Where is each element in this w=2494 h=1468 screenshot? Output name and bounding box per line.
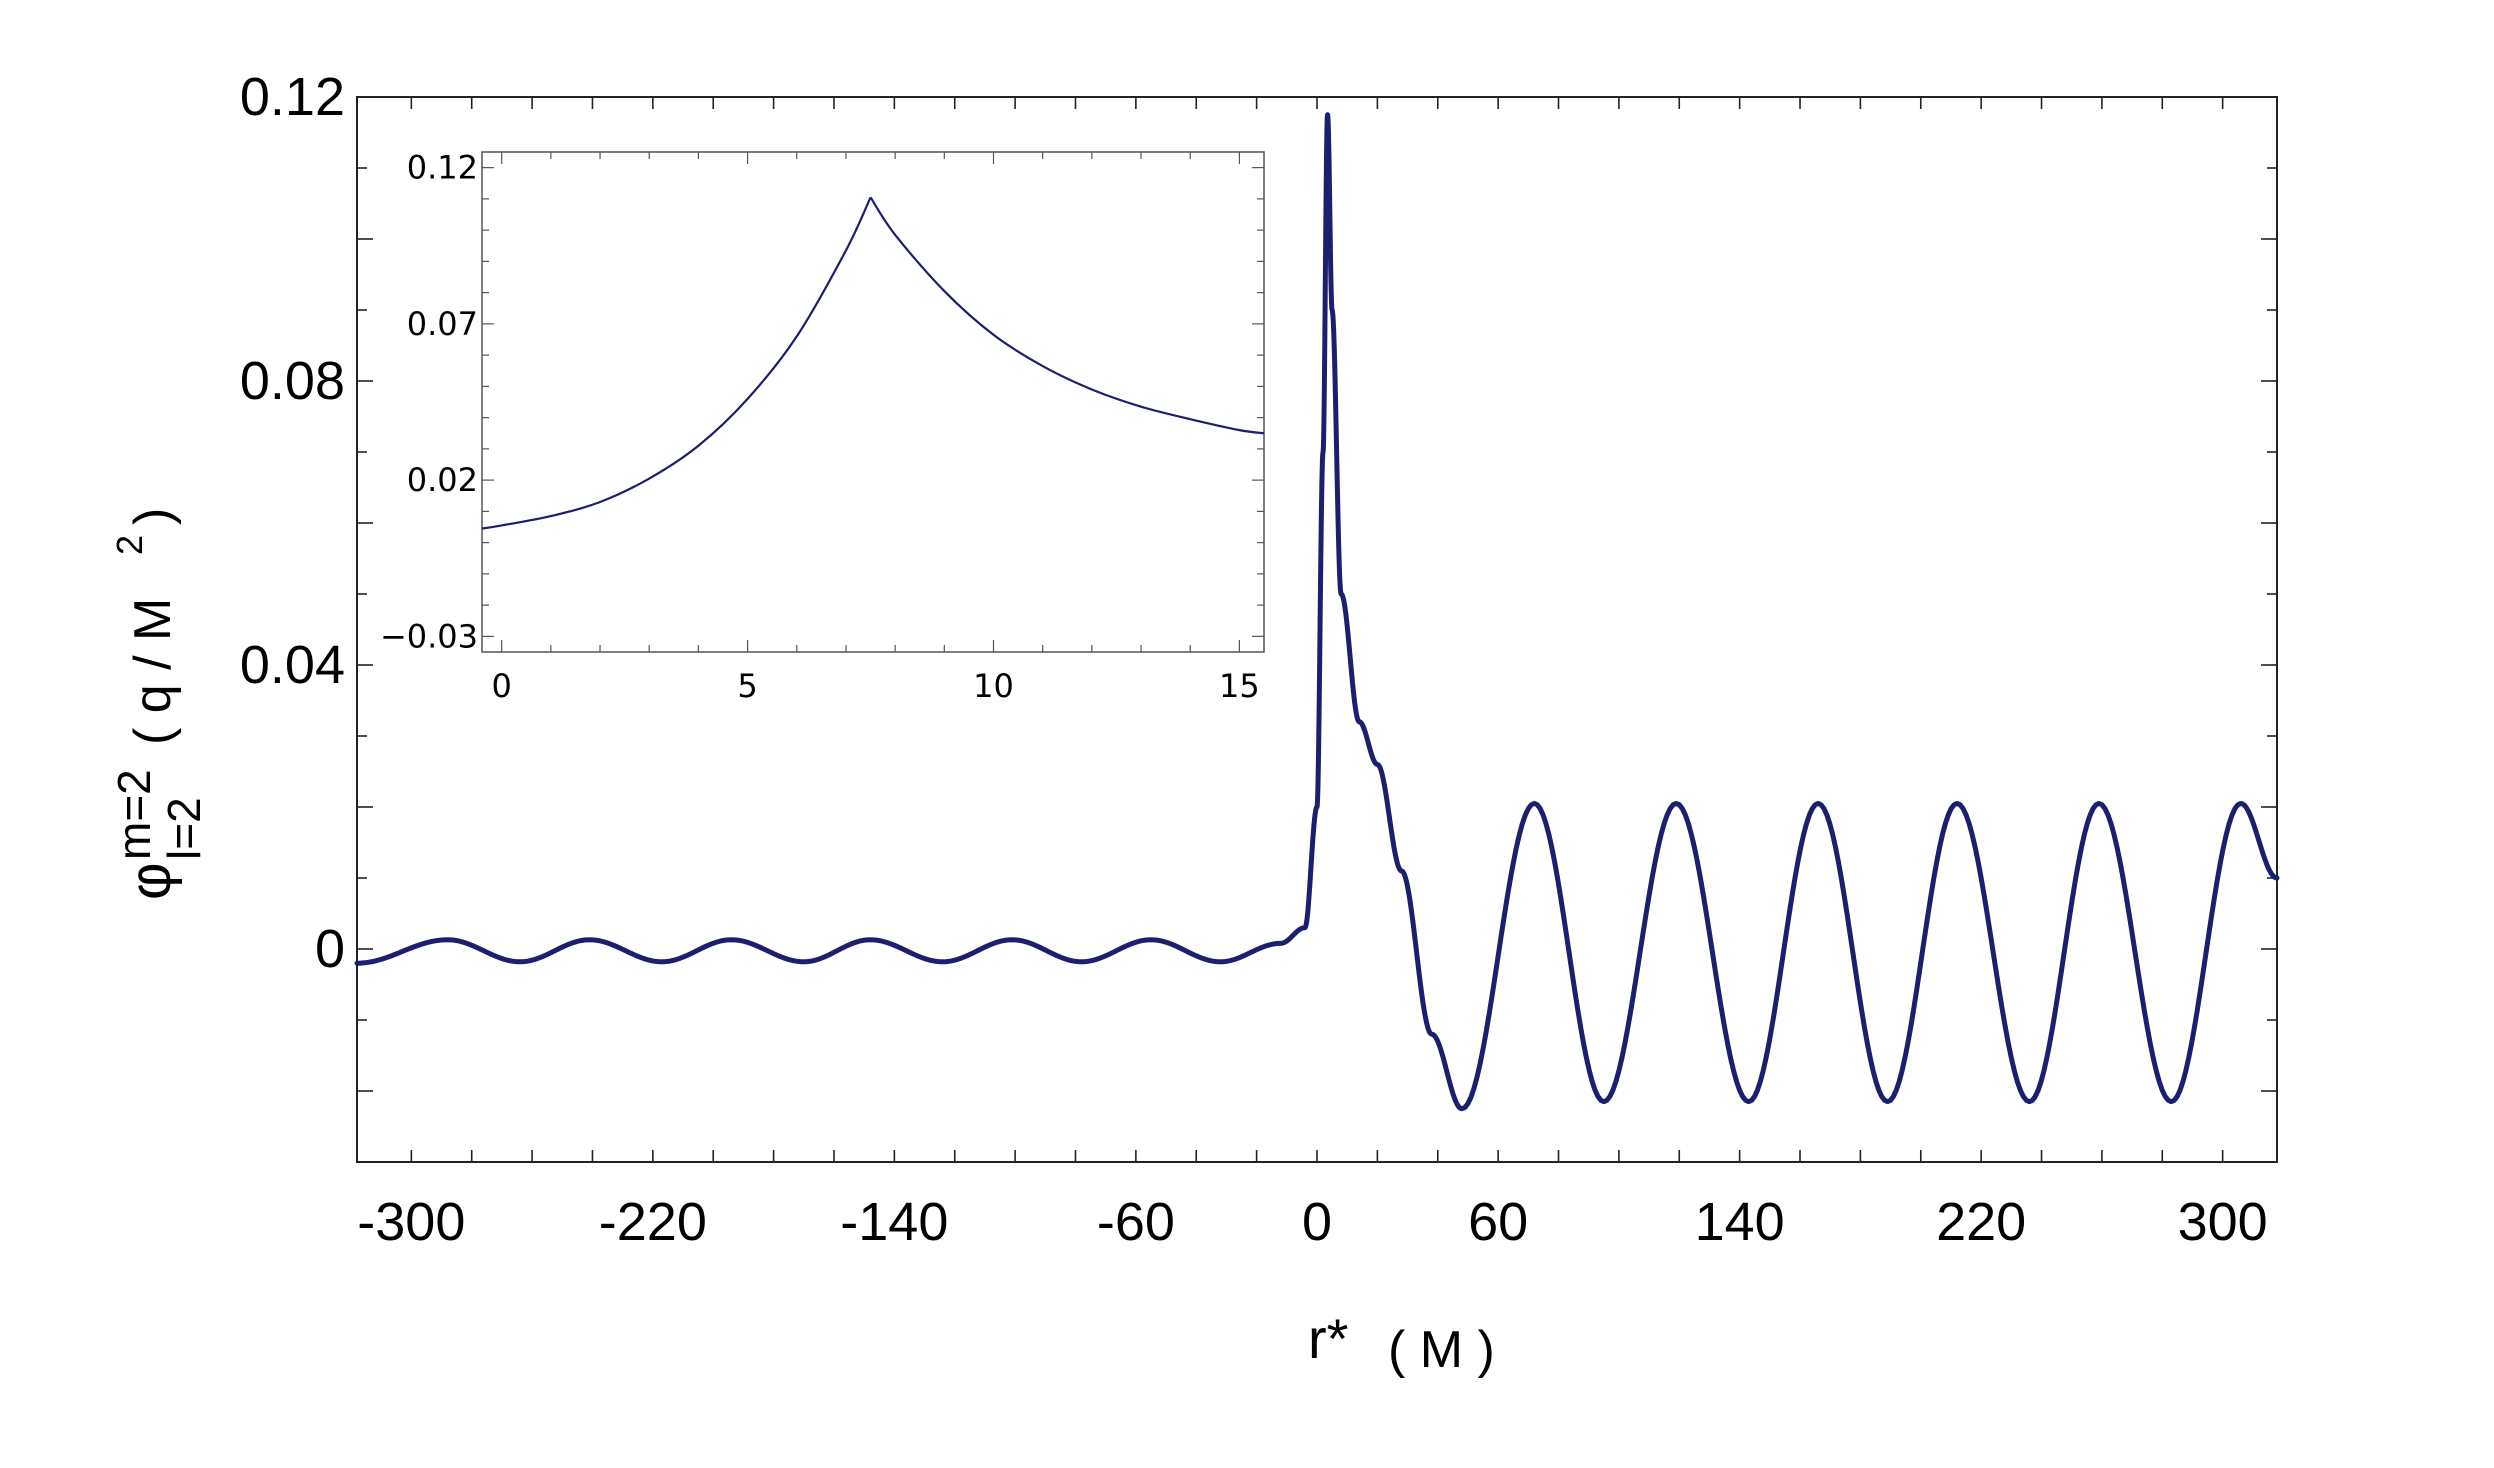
inset-tick-labels: 0 5 10 15 −0.03 0.02 0.07 0.12 — [380, 149, 1260, 705]
inset-plot: 0 5 10 15 −0.03 0.02 0.07 0.12 — [380, 149, 1265, 705]
x-tick-label: 0 — [1302, 1192, 1332, 1252]
inset-x-tick-label: 5 — [737, 667, 757, 705]
x-axis-label: r* — [1308, 1307, 1348, 1370]
x-tick-label: 140 — [1695, 1192, 1785, 1252]
x-tick-label: -300 — [357, 1192, 465, 1252]
x-tick-label: 60 — [1468, 1192, 1528, 1252]
inset-y-tick-label: 0.07 — [407, 305, 478, 343]
inset-y-tick-label: −0.03 — [380, 617, 478, 655]
x-tick-label: -60 — [1097, 1192, 1175, 1252]
svg-text:m=2: m=2 — [108, 769, 160, 860]
y-tick-label: 0 — [315, 919, 345, 979]
inset-series-line — [481, 196, 1265, 530]
main-tick-labels: -300 -220 -140 -60 0 60 140 220 300 0 0.04 0.08 0.12 — [240, 67, 2268, 1252]
svg-text:): ) — [124, 508, 182, 525]
svg-text:φ: φ — [118, 862, 183, 900]
inset-x-tick-label: 0 — [491, 667, 511, 705]
inset-x-tick-label: 15 — [1219, 667, 1260, 705]
y-tick-label: 0.12 — [240, 67, 345, 127]
inset-ticks — [482, 152, 1264, 652]
main-ticks — [357, 96, 2277, 1163]
inset-plot-frame — [481, 151, 1265, 653]
y-axis-label: φ m=2 l=2 ( q / M 2 ) — [108, 508, 210, 900]
y-tick-label: 0.04 — [240, 635, 345, 695]
inset-x-tick-label: 10 — [973, 667, 1014, 705]
x-tick-label: -220 — [599, 1192, 707, 1252]
x-tick-label: 300 — [2178, 1192, 2268, 1252]
svg-text:l=2: l=2 — [158, 797, 210, 860]
inset-y-tick-label: 0.02 — [407, 461, 478, 499]
x-tick-label: -140 — [840, 1192, 948, 1252]
x-axis-unit: ( M ) — [1388, 1321, 1495, 1379]
x-tick-label: 220 — [1936, 1192, 2026, 1252]
svg-text:2: 2 — [109, 535, 150, 555]
y-tick-label: 0.08 — [240, 351, 345, 411]
main-series-line — [354, 112, 2280, 1112]
svg-text:( q / M: ( q / M — [124, 598, 182, 745]
inset-y-tick-label: 0.12 — [407, 149, 478, 187]
